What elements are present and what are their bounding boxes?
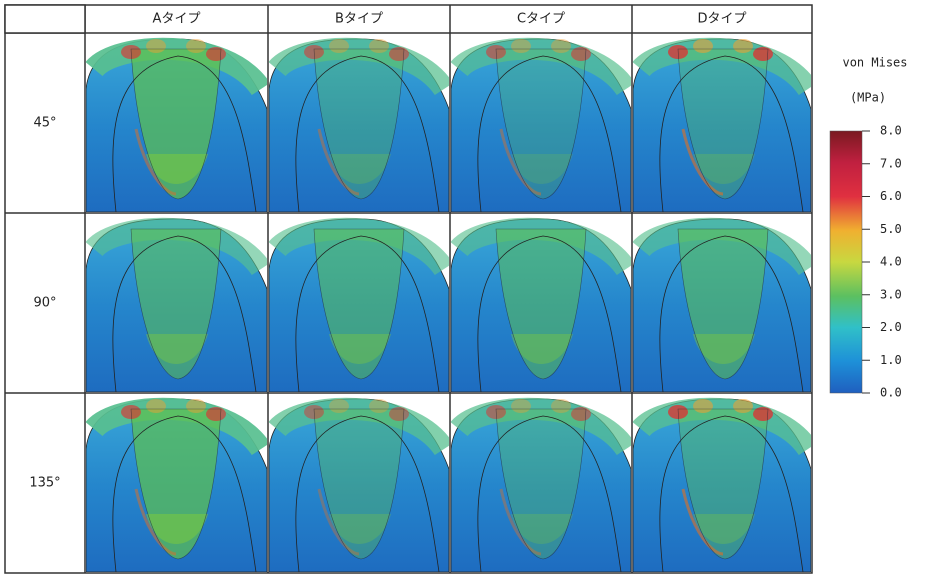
hot-spot [511,39,531,53]
stress-image [451,39,631,212]
hot-spot [186,399,206,413]
stress-image [86,39,267,212]
figure: von Mises (MPa) Aタイプ Bタイプ Cタイプ Dタイプ 45° 90° 13… [0,0,925,575]
row-label: 135° [29,476,60,491]
stress-image [451,219,631,392]
hot-spot [329,39,349,53]
colorbar-unit: (MPa) [850,91,886,105]
stress-image [269,219,449,392]
stress-image [633,39,811,212]
stress-image [86,219,267,392]
colorbar-tick-label: 0.0 [880,386,902,400]
colorbar-tick-label: 3.0 [880,287,902,301]
row-label: 45° [33,116,56,131]
hot-spot [733,39,753,53]
stress-image [633,399,811,572]
hot-spot [693,399,713,413]
hot-spot [146,399,166,413]
hot-spot [693,39,713,53]
hot-spot [551,399,571,413]
stress-image [269,399,449,572]
hot-spot [511,399,531,413]
stress-image [451,399,631,572]
colorbar-tick-label: 1.0 [880,353,902,367]
hot-spot [186,39,206,53]
corner-cell [5,5,85,33]
stress-image [86,399,267,572]
column-header: Cタイプ [517,12,565,27]
stress-image [633,219,811,392]
stress-image [269,39,449,212]
colorbar-tick-label: 5.0 [880,222,902,236]
colorbar-tick-label: 4.0 [880,255,902,269]
column-header: Bタイプ [335,12,383,27]
hot-spot [369,399,389,413]
colorbar-tick-label: 7.0 [880,156,902,170]
hot-spot [329,399,349,413]
hot-spot [733,399,753,413]
hot-spot [369,39,389,53]
colorbar-title: von Mises [842,56,907,70]
colorbar-tick-label: 6.0 [880,189,902,203]
hot-spot [146,39,166,53]
hot-spot [551,39,571,53]
column-header: Aタイプ [153,12,201,27]
colorbar [830,131,862,393]
colorbar-tick-label: 8.0 [880,124,902,138]
row-label: 90° [33,296,56,311]
column-header: Dタイプ [697,12,746,27]
colorbar-tick-label: 2.0 [880,320,902,334]
